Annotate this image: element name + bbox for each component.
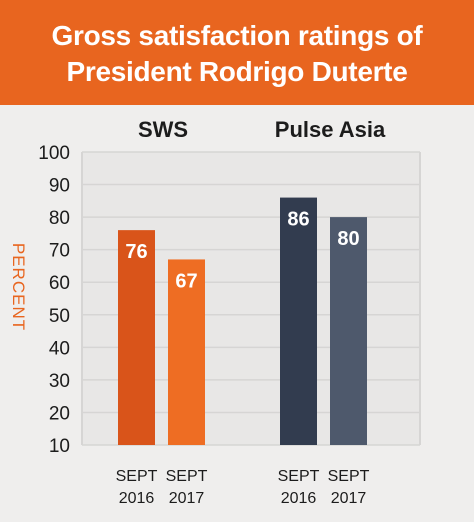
chart-title-line-2: President Rodrigo Duterte: [66, 56, 408, 87]
y-tick-label: 90: [49, 176, 70, 197]
x-tick-label: SEPT: [278, 468, 320, 485]
y-tick-label: 80: [49, 208, 70, 229]
bar-sws-2016: [118, 230, 155, 445]
title-banner: Gross satisfaction ratings of President …: [0, 0, 474, 105]
bar-sws-2017: [168, 259, 205, 445]
bar-pulse-asia-2016: [280, 197, 317, 445]
x-tick-label: SEPT: [116, 468, 158, 485]
x-tick-label: 2017: [169, 490, 205, 507]
data-label: 67: [175, 270, 197, 292]
y-tick-label: 60: [49, 273, 70, 294]
group-label-sws: SWS: [137, 117, 189, 142]
data-label: 80: [337, 228, 359, 250]
y-tick-label: 10: [49, 436, 70, 457]
x-tick-label: SEPT: [328, 468, 370, 485]
x-tick-label: 2016: [281, 490, 317, 507]
y-tick-label: 30: [49, 371, 70, 392]
y-tick-label: 70: [49, 241, 70, 262]
y-tick-label: 20: [49, 403, 70, 424]
y-tick-label: 50: [49, 306, 70, 327]
x-tick-label: 2017: [331, 490, 367, 507]
x-tick-label: SEPT: [166, 468, 208, 485]
y-tick-label: 100: [38, 143, 70, 164]
bar-pulse-asia-2017: [330, 217, 367, 445]
data-label: 76: [125, 241, 147, 263]
chart-title-line-1: Gross satisfaction ratings of: [51, 20, 423, 51]
y-tick-label: 40: [49, 338, 70, 359]
x-tick-label: 2016: [119, 490, 155, 507]
group-label-pulse-asia: Pulse Asia: [274, 117, 386, 142]
data-label: 86: [287, 209, 309, 231]
